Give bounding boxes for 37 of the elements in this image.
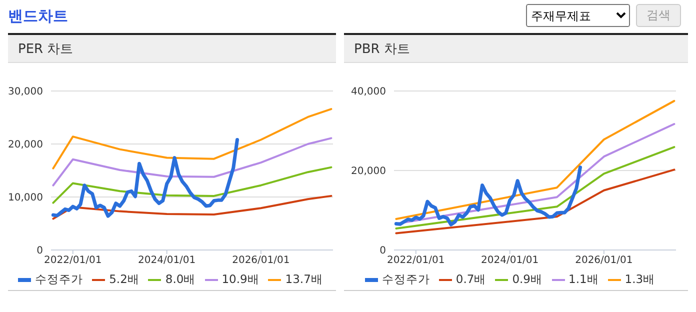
legend-label: 수정주가	[382, 272, 430, 287]
line-series	[51, 138, 239, 218]
legend-label: 1.3배	[624, 272, 656, 287]
y-tick-label: 20,000	[8, 140, 43, 151]
line-series	[52, 166, 332, 204]
chart-title: PBR 차트	[344, 33, 688, 63]
y-tick-label: 30,000	[8, 86, 43, 98]
y-tick-label: 0	[36, 246, 43, 257]
legend-label: 8.0배	[165, 272, 196, 287]
y-tick-label: 0	[380, 246, 386, 257]
legend-label: 10.9배	[222, 272, 260, 287]
y-tick-label: 40,000	[351, 86, 386, 98]
y-tick-label: 10,000	[8, 192, 43, 204]
line-series	[52, 137, 332, 186]
x-tick-label: 2022/01/01	[44, 255, 102, 266]
x-tick-label: 2024/01/01	[138, 255, 196, 266]
x-tick-label: 2024/01/01	[481, 255, 539, 266]
line-series	[394, 166, 582, 226]
legend-label: 1.1배	[568, 272, 599, 287]
legend-label: 0.7배	[456, 272, 486, 287]
line-series	[395, 146, 676, 230]
legend-label: 5.2배	[109, 272, 140, 287]
chart-title: PER 차트	[8, 33, 336, 63]
text: 검색	[636, 4, 681, 27]
line-series	[395, 100, 676, 220]
x-tick-label: 2022/01/01	[387, 255, 445, 266]
y-tick-label: 20,000	[351, 166, 386, 178]
line-series	[52, 108, 332, 170]
x-tick-label: 2026/01/01	[232, 255, 290, 266]
x-tick-label: 2026/01/01	[575, 255, 633, 266]
legend-label: 13.7배	[285, 272, 323, 287]
line-series	[52, 194, 332, 220]
legend-label: 0.9배	[512, 272, 542, 287]
text: 주재무제표	[526, 4, 630, 27]
text: 밴드차트	[8, 7, 68, 26]
legend-label: 수정주가	[35, 272, 84, 287]
line-series	[395, 168, 676, 234]
